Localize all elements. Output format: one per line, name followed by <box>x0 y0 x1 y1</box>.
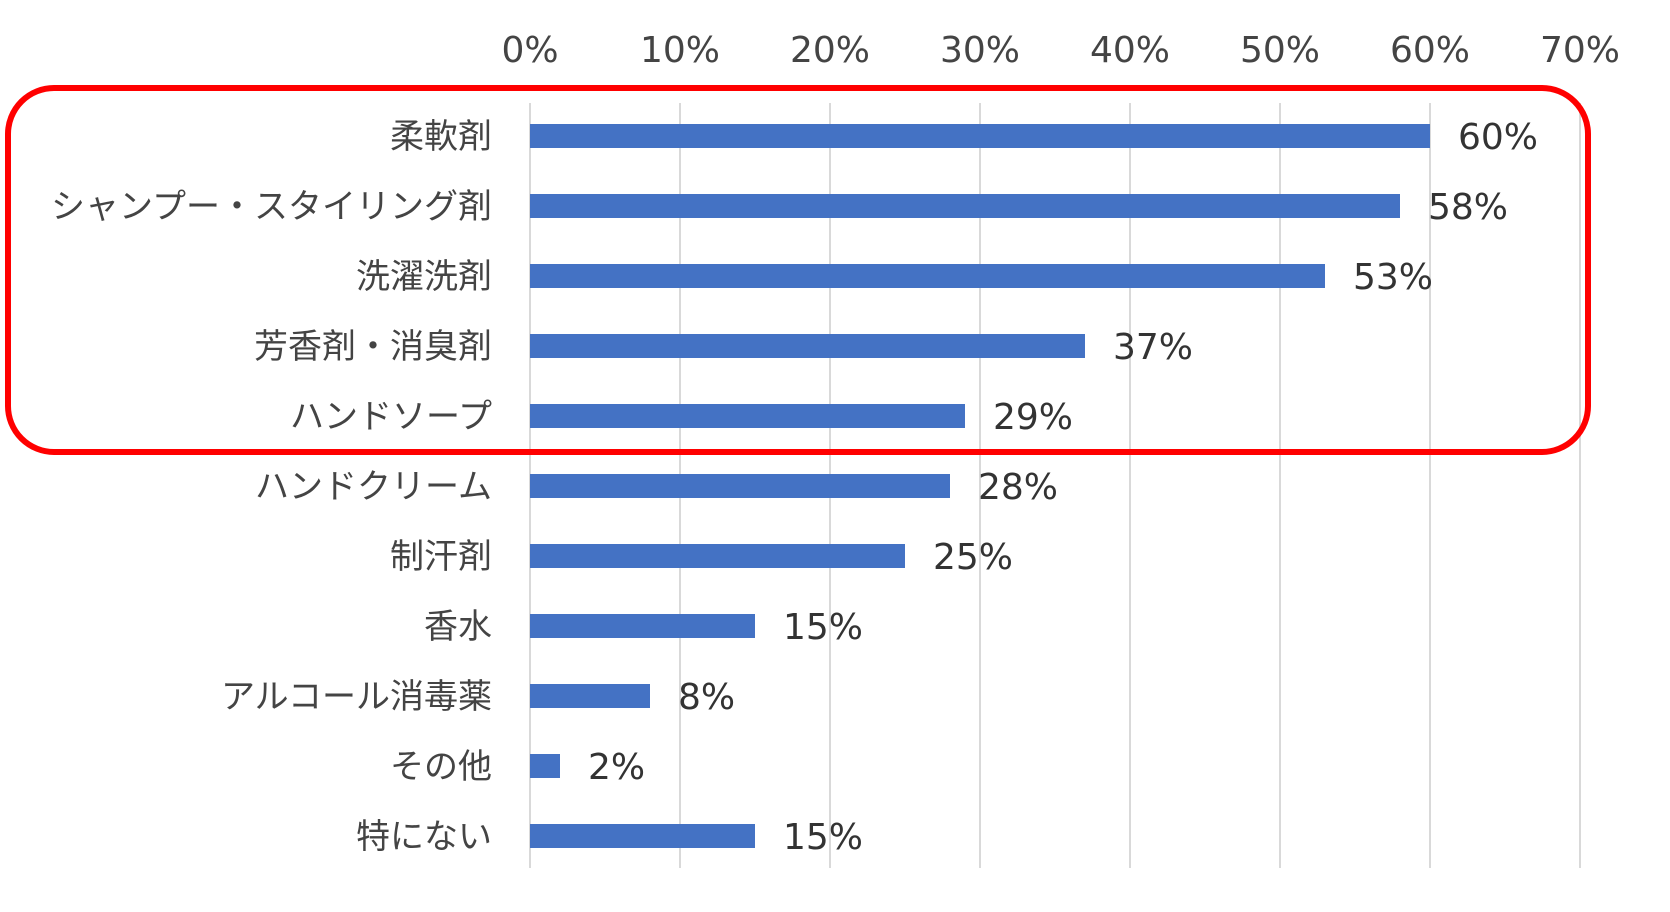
category-label: 柔軟剤 <box>390 117 492 157</box>
bar <box>530 334 1085 358</box>
x-tick-label: 10% <box>640 30 720 71</box>
x-tick-label: 50% <box>1240 30 1320 71</box>
bar <box>530 824 755 848</box>
category-label: 特にない <box>356 817 492 857</box>
category-label: 香水 <box>424 607 492 647</box>
data-label: 2% <box>588 747 645 788</box>
bar <box>530 754 560 778</box>
x-tick-labels: 0% 10% 20% 30% 40% 50% 60% 70% <box>501 30 1620 71</box>
category-labels: 柔軟剤シャンプー・スタイリング剤洗濯洗剤芳香剤・消臭剤ハンドソープハンドクリーム… <box>51 117 492 857</box>
bar <box>530 264 1325 288</box>
bars <box>530 124 1430 848</box>
category-label: シャンプー・スタイリング剤 <box>51 187 492 227</box>
x-tick-label: 20% <box>790 30 870 71</box>
data-label: 53% <box>1353 257 1433 298</box>
category-label: その他 <box>390 747 492 787</box>
category-label: 制汗剤 <box>390 537 492 577</box>
x-tick-label: 30% <box>940 30 1020 71</box>
bar <box>530 124 1430 148</box>
data-label: 28% <box>978 467 1058 508</box>
category-label: ハンドソープ <box>290 397 492 437</box>
bar <box>530 614 755 638</box>
bar <box>530 404 965 428</box>
x-tick-label: 70% <box>1540 30 1620 71</box>
x-tick-label: 40% <box>1090 30 1170 71</box>
x-tick-label: 60% <box>1390 30 1470 71</box>
category-label: ハンドクリーム <box>255 467 492 507</box>
data-label: 58% <box>1428 187 1508 228</box>
bar <box>530 474 950 498</box>
data-label: 29% <box>993 397 1073 438</box>
x-tick-label: 0% <box>501 30 558 71</box>
highlight-layer <box>5 85 1591 455</box>
data-label: 60% <box>1458 117 1538 158</box>
data-label: 15% <box>783 817 863 858</box>
category-label: アルコール消毒薬 <box>221 677 492 717</box>
data-label: 15% <box>783 607 863 648</box>
data-label: 8% <box>678 677 735 718</box>
bar <box>530 544 905 568</box>
bar <box>530 684 650 708</box>
data-label: 25% <box>933 537 1013 578</box>
bar <box>530 194 1400 218</box>
data-labels: 60% 58% 53% 37% 29% 28% 25% 15% 8% 2% 15% <box>588 117 1538 858</box>
category-label: 芳香剤・消臭剤 <box>254 327 492 367</box>
data-label: 37% <box>1113 327 1193 368</box>
category-label: 洗濯洗剤 <box>356 257 492 297</box>
highlight-box <box>5 85 1591 455</box>
